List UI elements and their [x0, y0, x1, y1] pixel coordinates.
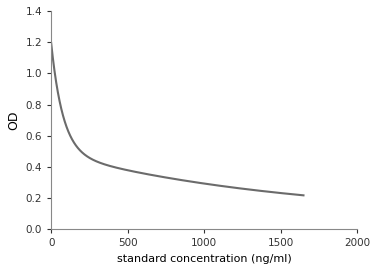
X-axis label: standard concentration (ng/ml): standard concentration (ng/ml) [117, 254, 291, 264]
Y-axis label: OD: OD [7, 111, 20, 130]
